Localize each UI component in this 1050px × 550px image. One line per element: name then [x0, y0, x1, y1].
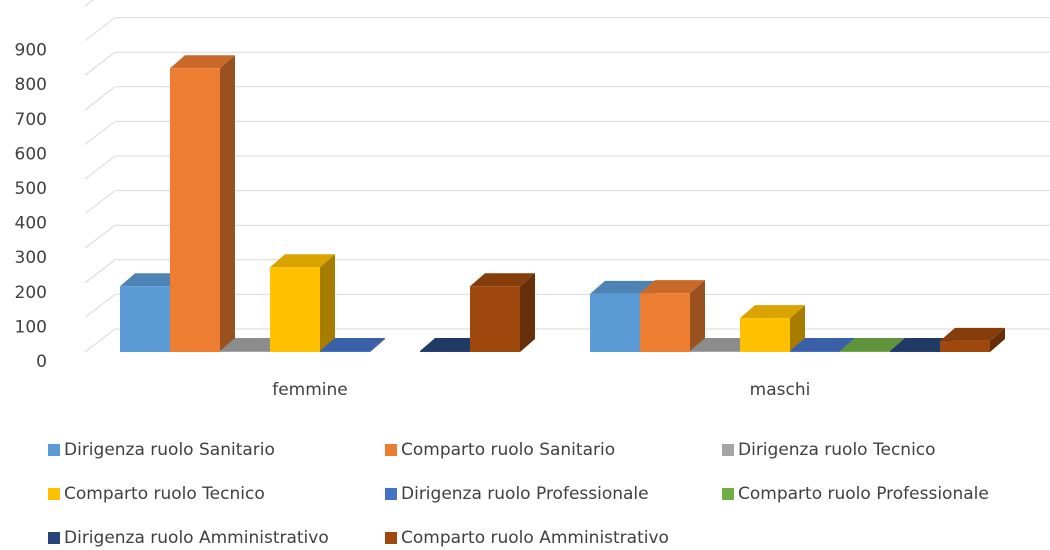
x-tick-label: femmine: [272, 380, 348, 400]
bar-side: [320, 254, 335, 352]
legend-swatch: [722, 488, 734, 500]
bar: [740, 318, 790, 352]
y-tick-label: 500: [15, 179, 47, 199]
legend-label: Dirigenza ruolo Tecnico: [738, 440, 936, 460]
bar-top: [220, 337, 285, 351]
bar-top: [420, 337, 485, 351]
grid-line: [84, 121, 116, 145]
legend-label: Comparto ruolo Tecnico: [64, 484, 265, 504]
bar-top: [120, 273, 185, 287]
bar-top: [790, 337, 855, 351]
y-tick-label: 900: [15, 41, 47, 61]
bar: [590, 293, 640, 352]
bar: [320, 350, 370, 352]
y-tick-label: 600: [15, 144, 47, 164]
legend-swatch: [48, 444, 60, 456]
legend-swatch: [385, 532, 397, 544]
grid-line: [84, 17, 116, 41]
bar-top: [940, 327, 1005, 341]
bar-top: [170, 55, 235, 69]
grid-line: [84, 51, 116, 76]
grid-line: [84, 259, 116, 284]
legend-swatch: [385, 444, 397, 456]
bar-side: [990, 327, 1005, 352]
grid-line: [84, 155, 116, 180]
grid-line: [84, 294, 116, 318]
y-tick-label: 300: [15, 248, 47, 268]
bar: [690, 350, 740, 352]
grid-line: [84, 224, 116, 249]
y-tick-label: 200: [15, 283, 47, 303]
legend-swatch: [48, 488, 60, 500]
legend-swatch: [722, 444, 734, 456]
bar-top: [320, 337, 385, 351]
bar: [640, 293, 690, 352]
bar: [940, 340, 990, 352]
bar: [420, 350, 470, 352]
bar-top: [890, 337, 955, 351]
y-tick-label: 700: [15, 110, 47, 130]
y-tick-label: 400: [15, 214, 47, 234]
bar: [120, 286, 170, 352]
legend-label: Comparto ruolo Sanitario: [401, 440, 615, 460]
bar: [470, 286, 520, 352]
legend-label: Dirigenza ruolo Professionale: [401, 484, 649, 504]
y-tick-label: 0: [36, 352, 47, 372]
grid-line: [84, 0, 94, 7]
bar-side: [790, 305, 805, 352]
bar-top: [840, 337, 905, 351]
bar-top: [640, 280, 705, 294]
grid-line: [84, 86, 116, 111]
bar: [270, 267, 320, 352]
bar: [890, 350, 940, 352]
legend-swatch: [48, 532, 60, 544]
y-tick-label: 100: [15, 317, 47, 337]
legend-label: Comparto ruolo Professionale: [738, 484, 989, 504]
bar-side: [690, 280, 705, 352]
bar-top: [740, 305, 805, 319]
bar-side: [220, 55, 235, 352]
bar-side: [370, 337, 385, 352]
legend-label: Dirigenza ruolo Sanitario: [64, 440, 275, 460]
bar-side: [520, 273, 535, 352]
grid-line: [84, 328, 116, 353]
legend-label: Dirigenza ruolo Amministrativo: [64, 528, 329, 548]
grid-line: [84, 190, 116, 214]
bar: [170, 68, 220, 352]
bar-top: [590, 280, 655, 294]
bar: [220, 350, 270, 352]
bar-top: [270, 254, 335, 268]
bar: [840, 350, 890, 352]
bar-top: [690, 337, 755, 351]
legend-label: Comparto ruolo Amministrativo: [401, 528, 669, 548]
x-tick-label: maschi: [750, 380, 811, 400]
legend-swatch: [385, 488, 397, 500]
bar: [790, 350, 840, 352]
y-tick-label: 800: [15, 75, 47, 95]
bar-top: [470, 273, 535, 287]
